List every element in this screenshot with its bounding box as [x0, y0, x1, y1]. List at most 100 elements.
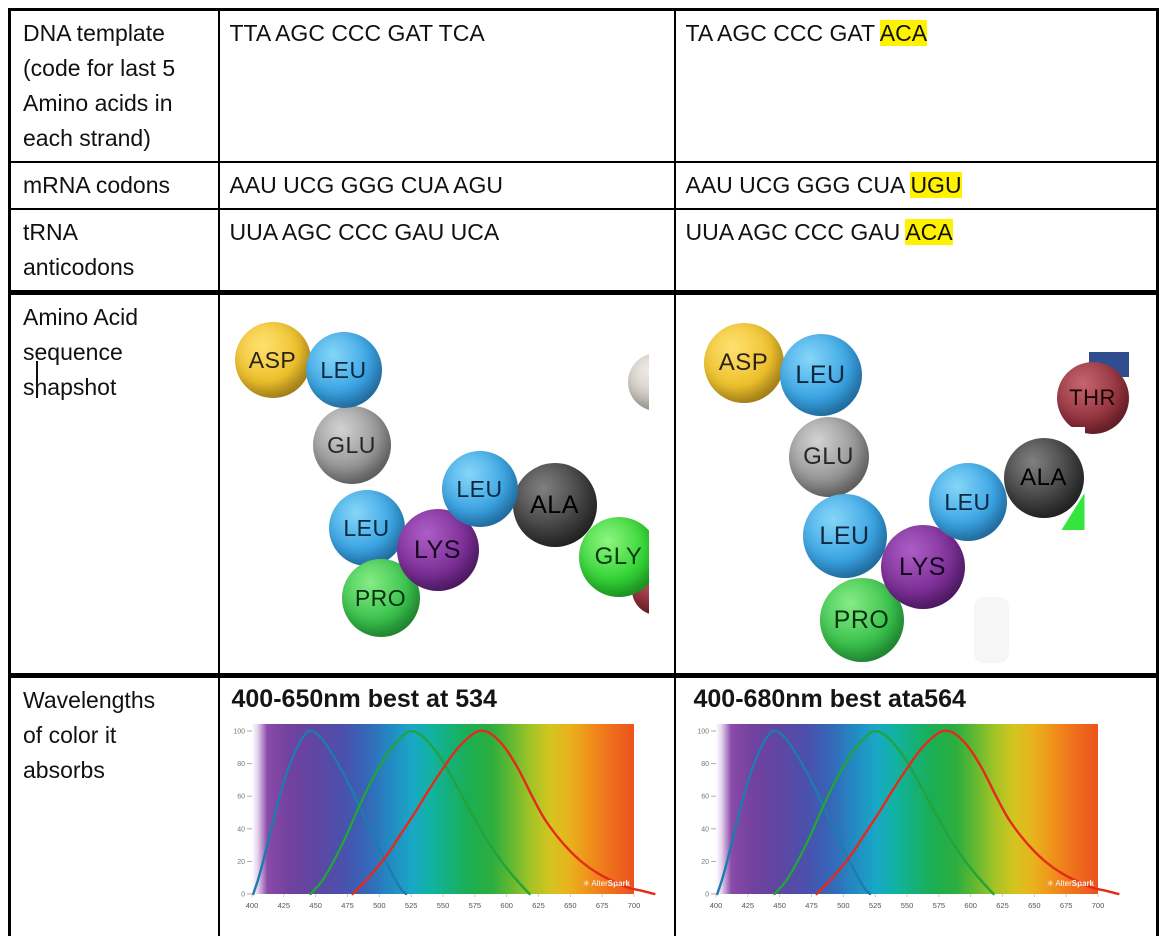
table-row-trna-anticodons: tRNA anticodons UUA AGC CCC GAU UCA UUA … [8, 208, 1159, 294]
svg-text:600: 600 [964, 901, 977, 910]
amino-ball-ala: ALA [1003, 438, 1084, 518]
svg-text:600: 600 [500, 901, 513, 910]
watermark-text: ✳ AlterSpark [582, 879, 630, 888]
amino-ball-asp: ASP [234, 322, 311, 398]
amino-ball-label: GLU [803, 443, 854, 470]
svg-text:500: 500 [837, 901, 850, 910]
amino-ball-label: LEU [795, 360, 846, 389]
dna-template-strand2-cell: TA AGC CCC GAT ACA [673, 8, 1159, 163]
amino-ball-label: LEU [343, 514, 390, 541]
codon-text: AAU UCG GGG CUA AGU [229, 172, 504, 198]
svg-text:425: 425 [277, 901, 290, 910]
amino-ball-label: PRO [354, 584, 407, 611]
wavelength-strand1-cell: 400-650nm best at 534 0 20 40 60 80 100 400 425… [217, 673, 676, 936]
mrna-strand1-cell: AAU UCG GGG CUA AGU [217, 161, 676, 210]
row-label-wavelengths: Wavelengths of color it absorbs [8, 673, 220, 936]
svg-text:80: 80 [237, 761, 245, 768]
codon-text: TTA AGC CCC GAT TCA [229, 20, 485, 46]
svg-text:650: 650 [564, 901, 577, 910]
row-label-trna-anticodons: tRNA anticodons [8, 208, 220, 294]
svg-text:625: 625 [996, 901, 1009, 910]
table-row-amino-acid-snapshot: Amino Acid sequence snapshot ASP GLU LEU LE… [8, 290, 1159, 677]
clipped-ball-fragment [627, 353, 649, 411]
image-fragment-rect [1058, 427, 1085, 445]
table-row-wavelengths: Wavelengths of color it absorbs 400-650n… [8, 673, 1159, 936]
svg-text:100: 100 [697, 729, 709, 736]
svg-text:40: 40 [701, 826, 709, 833]
amino-ball-glu: GLU [312, 406, 391, 484]
mrna-strand2-cell: AAU UCG GGG CUA UGU [673, 161, 1159, 210]
image-fragment-roundrect [973, 597, 1009, 663]
table-row-dna-template: DNA template (code for last 5 Amino acid… [8, 8, 1159, 163]
chart-title-strand1: 400-650nm best at 534 [231, 685, 497, 713]
amino-ball-gly: GLY [578, 517, 649, 597]
amino-ball-label: ALA [1020, 464, 1067, 491]
amino-ball-glu: GLU [788, 417, 869, 497]
amino-ball-label: LEU [944, 488, 991, 515]
amino-ball-leu: LEU [441, 451, 518, 527]
highlighted-codon: ACA [905, 219, 953, 245]
amino-ball-ala: ALA [512, 463, 597, 547]
amino-acid-chain-image-strand1: ASP GLU LEU LEU PRO LYS GLY ALA LEU [221, 297, 649, 673]
chart-title-strand2: 400-680nm best ata564 [693, 685, 966, 713]
amino-ball-label: GLU [327, 431, 376, 458]
svg-text:20: 20 [701, 859, 709, 866]
amino-ball-label: GLY [594, 543, 643, 570]
svg-text:60: 60 [237, 794, 245, 801]
svg-text:20: 20 [237, 859, 245, 866]
text-cursor [36, 361, 38, 398]
svg-text:400: 400 [245, 901, 258, 910]
amino-ball-leu: LEU [802, 494, 887, 578]
highlighted-codon: UGU [910, 172, 962, 198]
svg-text:550: 550 [436, 901, 449, 910]
row-label-dna-template: DNA template (code for last 5 Amino acid… [8, 8, 220, 163]
absorption-spectrum-chart-strand2: 0 20 40 60 80 100 400 425 450 475 500 525 550 575 600 6… [697, 724, 1120, 910]
codon-text: AAU UCG GGG CUA [685, 172, 911, 198]
amino-ball-thr: THR [1056, 362, 1129, 434]
amino-ball-asp: ASP [703, 323, 784, 403]
svg-text:650: 650 [1028, 901, 1041, 910]
svg-text:450: 450 [309, 901, 322, 910]
dna-template-strand1-cell: TTA AGC CCC GAT TCA [217, 8, 676, 163]
amino-ball-leu: LEU [928, 463, 1007, 541]
codon-text: TA AGC CCC GAT [685, 20, 880, 46]
worksheet-table: DNA template (code for last 5 Amino acid… [8, 8, 1159, 936]
svg-text:450: 450 [773, 901, 786, 910]
amino-ball-label: LEU [456, 475, 503, 502]
svg-text:60: 60 [701, 794, 709, 801]
trna-strand1-cell: UUA AGC CCC GAU UCA [217, 208, 676, 294]
amino-ball-label: PRO [833, 605, 890, 634]
svg-text:575: 575 [468, 901, 481, 910]
svg-text:525: 525 [404, 901, 417, 910]
amino-ball-leu: LEU [328, 490, 405, 566]
svg-text:675: 675 [1059, 901, 1072, 910]
trna-strand2-cell: UUA AGC CCC GAU ACA [673, 208, 1159, 294]
table-row-mrna-codons: mRNA codons AAU UCG GGG CUA AGU AAU UCG … [8, 161, 1159, 210]
svg-text:0: 0 [705, 892, 709, 899]
absorption-spectrum-chart-strand1: 0 20 40 60 80 100 400 425 450 475 500 525 550 575 600 6… [233, 724, 656, 910]
amino-ball-label: LEU [320, 356, 367, 383]
svg-text:700: 700 [1091, 901, 1104, 910]
amino-ball-label: LEU [819, 521, 870, 550]
amino-ball-leu: LEU [779, 334, 862, 416]
svg-text:700: 700 [627, 901, 640, 910]
wavelength-strand2-cell: 400-680nm best ata564 0 20 40 60 80 100 400 425… [673, 673, 1159, 936]
svg-text:525: 525 [868, 901, 881, 910]
amino-ball-label: ALA [530, 490, 579, 519]
svg-text:550: 550 [900, 901, 913, 910]
svg-text:400: 400 [709, 901, 722, 910]
row-label-amino-acid-snapshot: Amino Acid sequence snapshot [8, 290, 220, 677]
svg-text:475: 475 [341, 901, 354, 910]
row-label-mrna-codons: mRNA codons [8, 161, 220, 210]
highlighted-codon: ACA [879, 20, 928, 46]
svg-text:80: 80 [701, 761, 709, 768]
snapshot-strand1-cell: ASP GLU LEU LEU PRO LYS GLY ALA LEU [217, 290, 676, 677]
svg-text:675: 675 [595, 901, 608, 910]
row-label-text: Amino Acid sequence snapshot [23, 304, 139, 400]
svg-text:625: 625 [532, 901, 545, 910]
svg-text:100: 100 [233, 729, 245, 736]
amino-ball-label: ASP [718, 349, 769, 376]
amino-acid-chain-image-strand2: THR ASP GLU LEU LEU PRO LYS ALA LEU [677, 297, 1129, 673]
amino-ball-leu: LEU [305, 332, 382, 408]
